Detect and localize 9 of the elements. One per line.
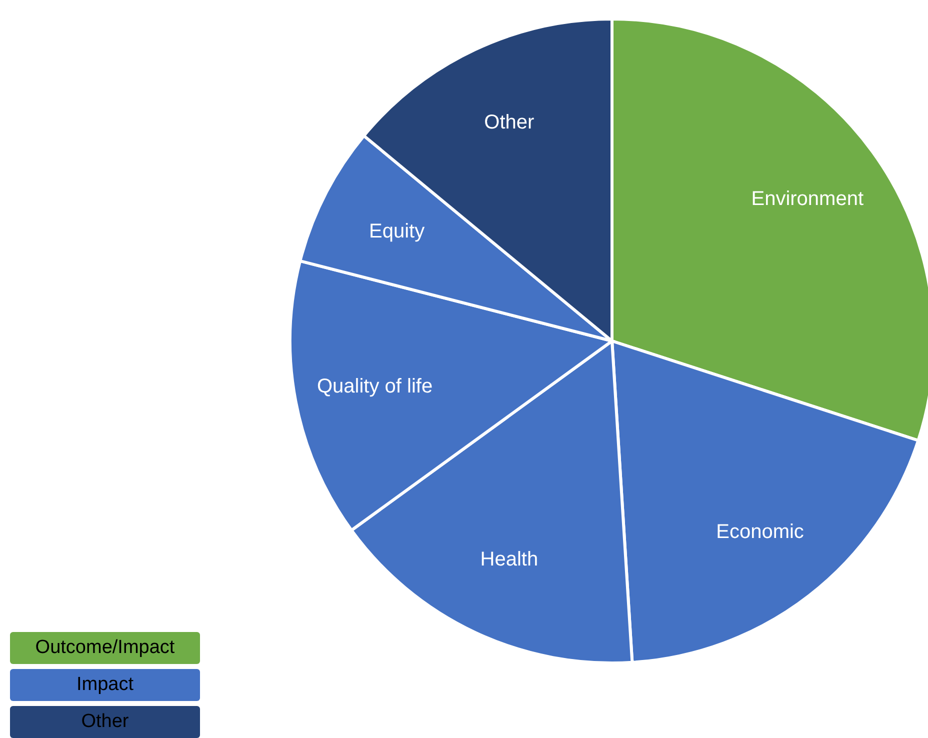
text: Impact <box>10 669 200 701</box>
text: Outcome/Impact <box>10 632 200 664</box>
slice-label: Quality of life <box>316 375 433 398</box>
slice-label: Equity <box>369 220 425 242</box>
slice-label: Health <box>480 548 538 571</box>
slice-label: Other <box>484 111 535 134</box>
slice-label: Environment <box>751 188 864 210</box>
text: Other <box>10 706 200 738</box>
slice-label: Economic <box>716 520 804 543</box>
